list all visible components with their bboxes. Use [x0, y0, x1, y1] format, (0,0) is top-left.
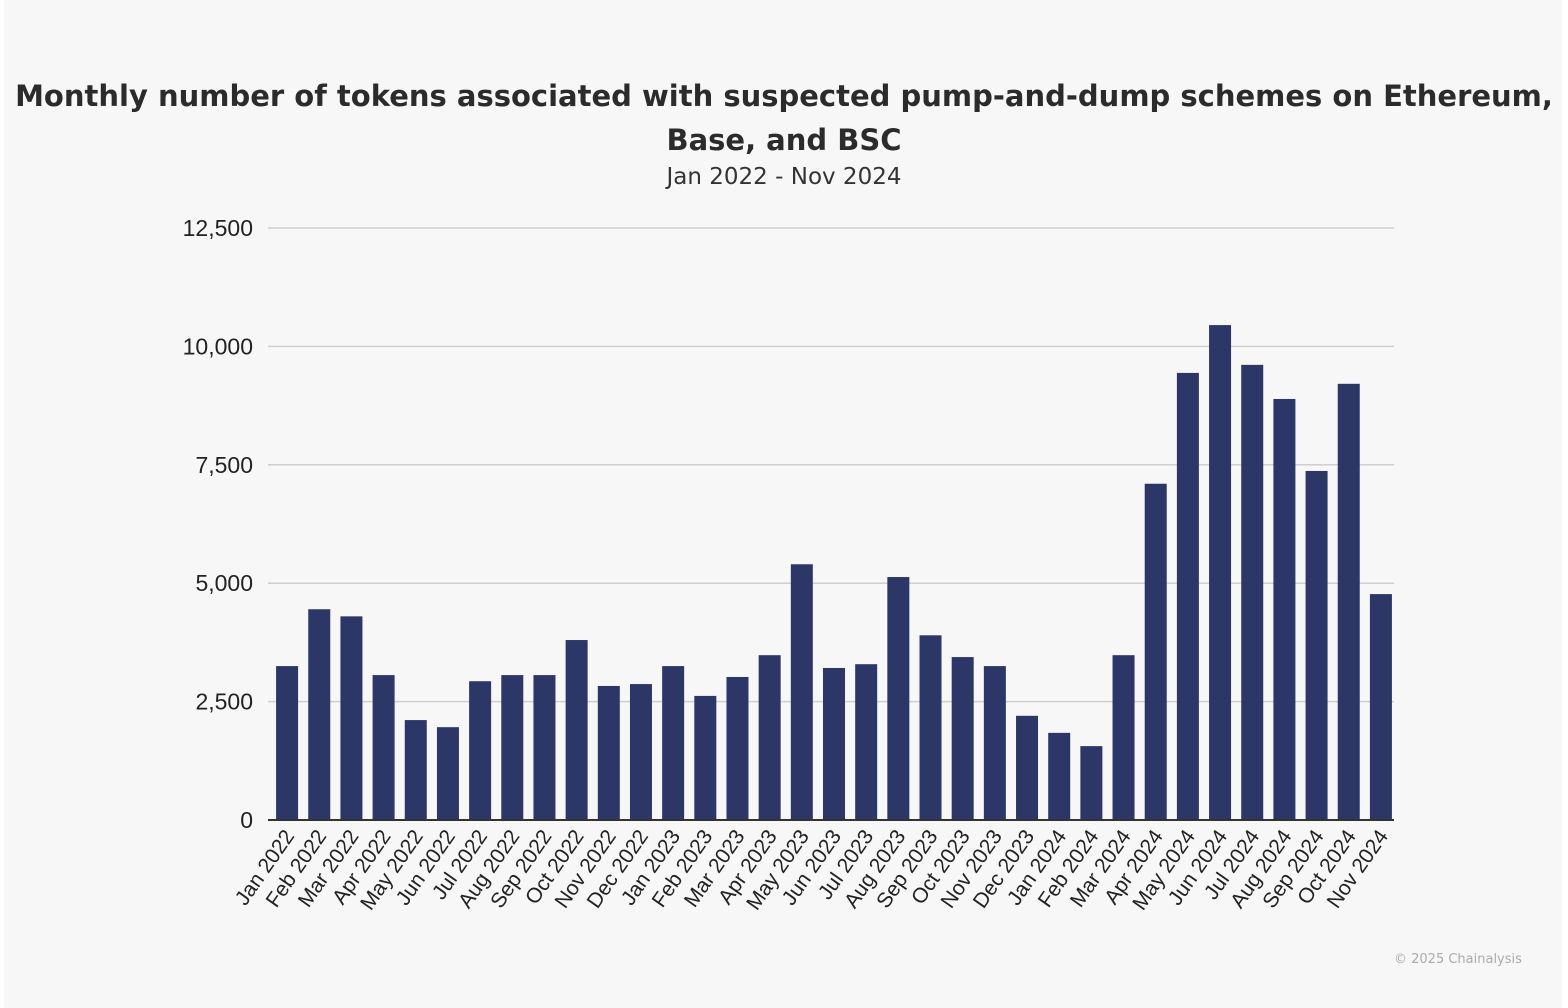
bar: [533, 675, 556, 820]
bar: [1305, 470, 1328, 820]
bar: [404, 720, 427, 820]
bar: [469, 681, 492, 820]
bar: [565, 640, 588, 820]
bar: [855, 664, 878, 820]
bar: [1337, 383, 1360, 820]
y-tick-label: 12,500: [183, 215, 253, 241]
bar: [1048, 732, 1071, 820]
bar: [629, 684, 652, 820]
chart-title: Monthly number of tokens associated with…: [15, 79, 1553, 157]
bar: [1369, 594, 1392, 820]
bar: [726, 676, 749, 820]
bar: [436, 727, 459, 820]
chart-background: [4, 0, 1562, 1008]
chart-subtitle: Jan 2022 - Nov 2024: [666, 164, 902, 190]
y-tick-label: 2,500: [195, 689, 253, 715]
bar: [276, 666, 299, 820]
bar: [1144, 483, 1167, 820]
y-tick-label: 7,500: [195, 452, 253, 478]
bar: [308, 609, 331, 820]
y-tick-label: 0: [240, 807, 253, 833]
bar: [662, 666, 685, 820]
bar: [597, 685, 620, 820]
bar: [919, 635, 942, 820]
bar: [887, 577, 910, 820]
copyright-credit: © 2025 Chainalysis: [1394, 952, 1522, 967]
bar: [1273, 398, 1296, 820]
bar: [951, 657, 974, 820]
bar: [340, 616, 363, 820]
bar: [1241, 364, 1264, 820]
bar: [501, 675, 524, 820]
bar: [823, 667, 845, 820]
bar: [694, 695, 717, 820]
bar: [1209, 325, 1232, 820]
bar: [1112, 655, 1135, 820]
bar: [372, 675, 395, 820]
bar: [1016, 715, 1039, 820]
bar: [758, 655, 781, 820]
y-tick-label: 5,000: [195, 570, 253, 596]
bar: [983, 666, 1006, 820]
bar: [1176, 372, 1199, 820]
bar: [1080, 746, 1103, 820]
y-tick-label: 10,000: [183, 333, 253, 359]
bar: [790, 564, 813, 820]
